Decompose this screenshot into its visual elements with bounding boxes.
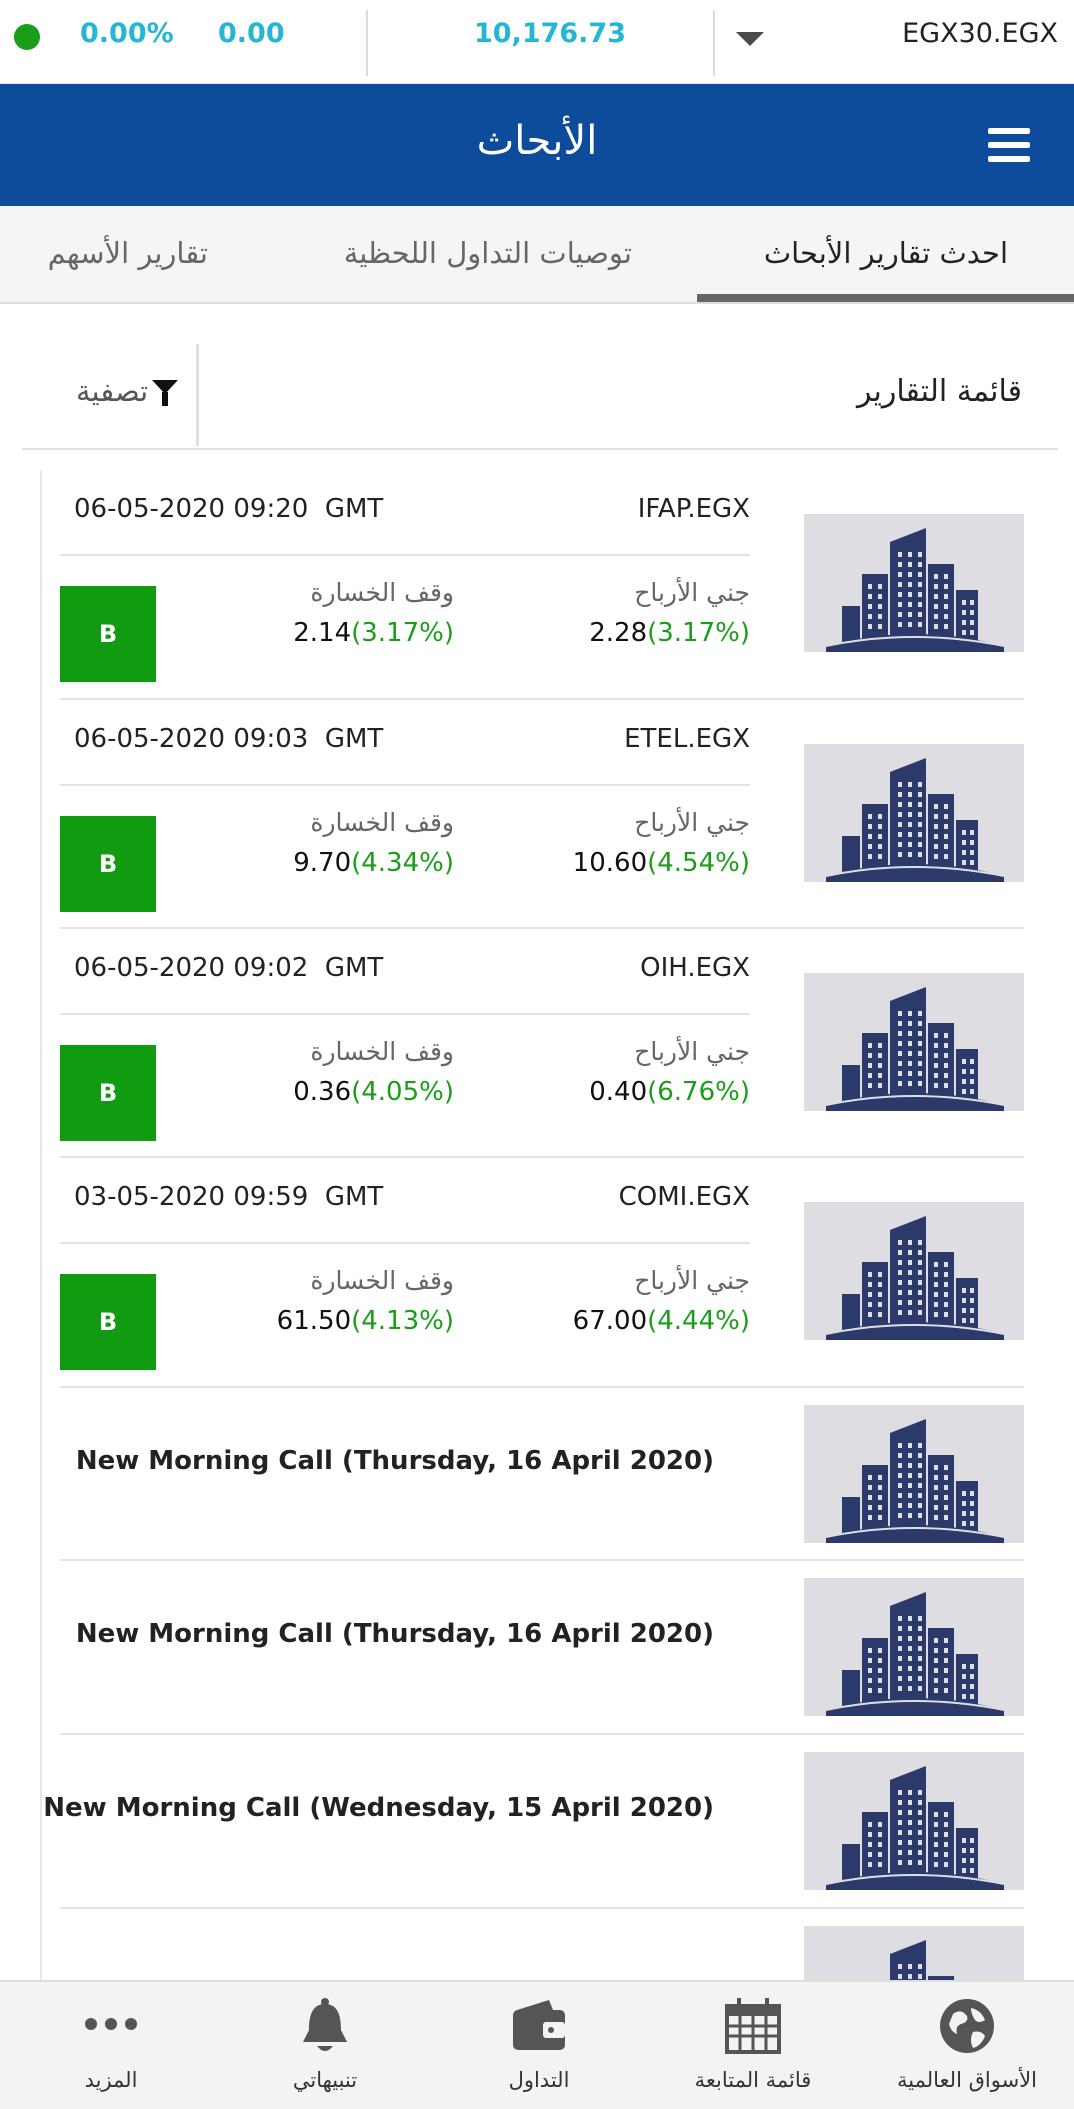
morning-call-item[interactable]: New Morning Call (Wednesday, 15 April 20… <box>43 1735 1024 1909</box>
morning-call-item[interactable]: New Morning Call (Thursday, 16 April 202… <box>60 1388 1024 1561</box>
nav-label: التداول <box>508 2068 570 2092</box>
tab-latest-research-reports[interactable]: احدث تقارير الأبحاث <box>763 236 1008 270</box>
take-profit-value: 67.00(4.44%) <box>572 1306 750 1336</box>
morning-call-title: New Morning Call (Wednesday, 15 April 20… <box>43 1793 714 1823</box>
report-item[interactable]: 06-05-2020 09:02 GMT OIH.EGX B جني الأرب… <box>60 929 1024 1158</box>
index-value: 10,176.73 <box>473 18 627 49</box>
buy-signal-badge[interactable]: B <box>60 1274 156 1370</box>
building-icon <box>890 1940 954 1980</box>
report-datetime: 06-05-2020 09:02 GMT <box>74 953 384 983</box>
take-profit-value: 0.40(6.76%) <box>589 1077 750 1107</box>
take-profit-label: جني الأرباح <box>634 578 750 607</box>
nav-global-markets[interactable]: الأسواق العالمية <box>860 1982 1074 2109</box>
report-symbol: OIH.EGX <box>640 953 750 983</box>
report-thumbnail <box>804 1202 1024 1340</box>
morning-call-item[interactable] <box>60 1909 1024 1980</box>
tab-live-trading-recommendations[interactable]: توصيات التداول اللحظية <box>343 236 632 270</box>
morning-call-item[interactable]: New Morning Call (Thursday, 16 April 202… <box>60 1561 1024 1735</box>
take-profit-value: 10.60(4.54%) <box>572 848 750 878</box>
report-thumbnail <box>804 744 1024 882</box>
report-datetime: 03-05-2020 09:59 GMT <box>74 1182 384 1212</box>
stop-loss-value: 61.50(4.13%) <box>276 1306 454 1336</box>
list-header-divider <box>196 344 199 446</box>
stop-loss-label: وقف الخسارة <box>310 1266 454 1295</box>
filter-icon[interactable] <box>152 380 178 406</box>
nav-label: الأسواق العالمية <box>897 2068 1037 2092</box>
divider <box>60 1013 750 1015</box>
report-datetime: 06-05-2020 09:03 GMT <box>74 724 384 754</box>
take-profit-value: 2.28(3.17%) <box>589 618 750 648</box>
divider <box>60 1242 750 1244</box>
index-symbol[interactable]: EGX30.EGX <box>902 18 1058 49</box>
globe-icon <box>940 1999 994 2053</box>
buy-signal-badge[interactable]: B <box>60 816 156 912</box>
report-thumbnail <box>804 1578 1024 1716</box>
index-change-percent: 0.00% <box>80 18 174 49</box>
nav-more[interactable]: المزيد <box>4 1982 218 2109</box>
building-icon <box>825 1766 1005 1890</box>
bottom-navigation: الأسواق العالمية قائمة المتابعة التداول <box>0 1980 1074 2109</box>
take-profit-label: جني الأرباح <box>634 1266 750 1295</box>
ticker-divider <box>366 10 368 76</box>
nav-alerts[interactable]: تنبيهاتي <box>218 1982 432 2109</box>
stop-loss-value: 9.70(4.34%) <box>293 848 454 878</box>
building-icon <box>825 528 1005 652</box>
report-symbol: ETEL.EGX <box>624 724 750 754</box>
nav-label: المزيد <box>84 2068 138 2092</box>
report-item[interactable]: 06-05-2020 09:03 GMT ETEL.EGX B جني الأر… <box>60 700 1024 929</box>
report-thumbnail <box>804 1405 1024 1543</box>
report-thumbnail <box>804 1926 1024 1980</box>
report-thumbnail <box>804 1752 1024 1890</box>
wallet-icon <box>513 2000 565 2050</box>
page-title: الأبحاث <box>476 118 598 164</box>
take-profit-label: جني الأرباح <box>634 808 750 837</box>
stop-loss-label: وقف الخسارة <box>310 808 454 837</box>
divider <box>60 554 750 556</box>
reports-list-header: قائمة التقارير تصفية <box>22 340 1058 450</box>
filter-button[interactable]: تصفية <box>76 374 149 408</box>
report-thumbnail <box>804 514 1024 652</box>
report-item[interactable]: 06-05-2020 09:20 GMT IFAP.EGX B جني الأر… <box>60 470 1024 700</box>
calendar-grid-icon <box>725 1998 781 2054</box>
nav-label: قائمة المتابعة <box>694 2068 812 2092</box>
nav-label: تنبيهاتي <box>292 2068 358 2092</box>
report-symbol: COMI.EGX <box>618 1182 750 1212</box>
index-change-value: 0.00 <box>218 18 285 49</box>
stop-loss-label: وقف الخسارة <box>310 1037 454 1066</box>
morning-call-title: New Morning Call (Thursday, 16 April 202… <box>75 1619 714 1649</box>
ticker-divider <box>713 10 715 76</box>
building-icon <box>825 1419 1005 1543</box>
more-dots-icon <box>85 2018 137 2030</box>
report-datetime: 06-05-2020 09:20 GMT <box>74 494 384 524</box>
index-ticker-bar[interactable]: 0.00% 0.00 10,176.73 EGX30.EGX <box>0 0 1074 84</box>
report-symbol: IFAP.EGX <box>637 494 750 524</box>
building-icon <box>825 758 1005 882</box>
tab-stock-reports[interactable]: تقارير الأسهم <box>47 236 208 270</box>
market-status-dot <box>14 24 40 50</box>
nav-watchlist[interactable]: قائمة المتابعة <box>646 1982 860 2109</box>
buy-signal-badge[interactable]: B <box>60 586 156 682</box>
building-icon <box>825 1216 1005 1340</box>
chevron-down-icon[interactable] <box>736 32 764 46</box>
app-header: الأبحاث <box>0 84 1074 206</box>
stop-loss-label: وقف الخسارة <box>310 578 454 607</box>
hamburger-menu-icon[interactable] <box>988 128 1030 162</box>
buy-signal-badge[interactable]: B <box>60 1045 156 1141</box>
nav-trading[interactable]: التداول <box>432 1982 646 2109</box>
reports-list-title: قائمة التقارير <box>856 374 1022 409</box>
building-icon <box>825 987 1005 1111</box>
stop-loss-value: 0.36(4.05%) <box>293 1077 454 1107</box>
stop-loss-value: 2.14(3.17%) <box>293 618 454 648</box>
divider <box>60 784 750 786</box>
take-profit-label: جني الأرباح <box>634 1037 750 1066</box>
list-border <box>40 470 42 1980</box>
active-tab-indicator <box>697 294 1074 302</box>
report-thumbnail <box>804 973 1024 1111</box>
bell-icon <box>303 1998 347 2051</box>
report-item[interactable]: 03-05-2020 09:59 GMT COMI.EGX B جني الأر… <box>60 1158 1024 1388</box>
research-tabs: احدث تقارير الأبحاث توصيات التداول اللحظ… <box>0 206 1074 304</box>
morning-call-title: New Morning Call (Thursday, 16 April 202… <box>75 1446 714 1476</box>
building-icon <box>825 1592 1005 1716</box>
